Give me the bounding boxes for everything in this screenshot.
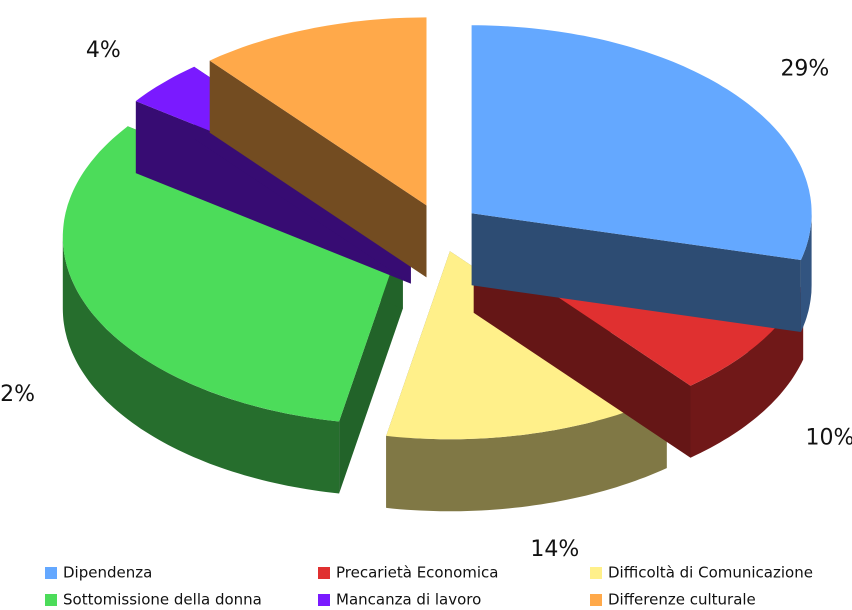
legend-swatch (45, 594, 57, 606)
slice (471, 25, 812, 260)
slice (209, 17, 427, 206)
slice-side (62, 236, 340, 494)
slice-face (135, 101, 411, 284)
legend-label: Differenze culturale (608, 591, 756, 609)
slice (209, 17, 427, 278)
legend-label: Difficoltà di Comunicazione (608, 564, 813, 582)
legend-swatch (318, 594, 330, 606)
slice-side (386, 396, 667, 512)
data-label: 32% (0, 382, 35, 407)
legend-label: Sottomissione della donna (63, 591, 262, 609)
legend-label: Precarietà Economica (336, 564, 499, 582)
legend-swatch (590, 567, 602, 579)
slice (471, 25, 812, 332)
slice-face (473, 240, 691, 458)
data-label: 14% (530, 537, 579, 562)
data-label: 29% (780, 57, 829, 82)
slice (62, 126, 403, 422)
legend-label: Mancanza di lavoro (336, 591, 481, 609)
legend-swatch (590, 594, 602, 606)
data-label: 4% (86, 38, 121, 63)
slice-side (800, 213, 812, 332)
slice-side (690, 287, 804, 458)
data-label: 10% (805, 425, 852, 450)
legend-swatch (45, 567, 57, 579)
legend-swatch (318, 567, 330, 579)
legend-label: Dipendenza (63, 564, 152, 582)
slice-face (471, 213, 801, 332)
slice-face (209, 60, 427, 278)
